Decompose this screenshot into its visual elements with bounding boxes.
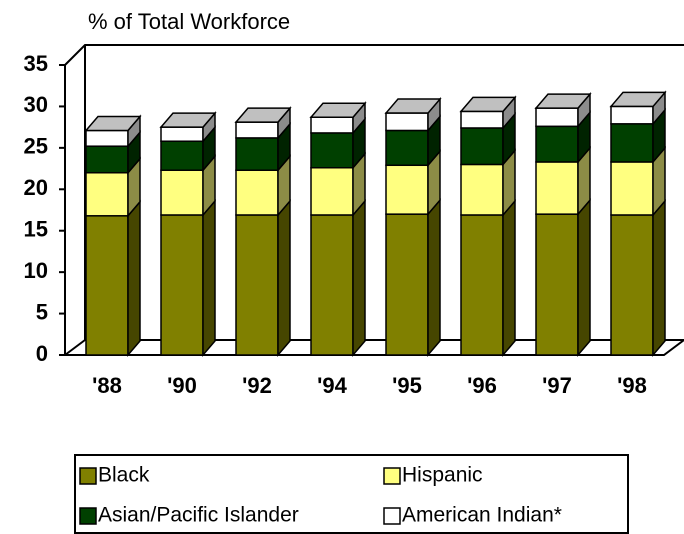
legend-swatch bbox=[383, 507, 401, 525]
legend-swatch bbox=[383, 467, 401, 485]
legend-label: Black bbox=[98, 464, 150, 487]
bar-segment bbox=[85, 129, 129, 147]
chart-title: % of Total Workforce bbox=[88, 9, 290, 34]
bar-side bbox=[202, 198, 216, 358]
bar-segment bbox=[160, 169, 204, 216]
bar-segment bbox=[310, 214, 354, 356]
bar-top bbox=[234, 107, 292, 123]
bar-top bbox=[459, 96, 517, 113]
x-tick-label: '92 bbox=[242, 373, 272, 398]
bar-segment bbox=[535, 161, 579, 215]
bar-segment bbox=[85, 145, 129, 174]
y-tick-label: 25 bbox=[24, 134, 48, 159]
bar-segment bbox=[310, 132, 354, 169]
floor-front bbox=[65, 339, 684, 356]
legend-label: American Indian* bbox=[402, 504, 562, 527]
bar-segment bbox=[385, 213, 429, 356]
x-tick-label: '90 bbox=[167, 373, 197, 398]
bar-top bbox=[384, 98, 442, 114]
x-tick-label: '98 bbox=[617, 373, 647, 398]
bar-segment bbox=[85, 215, 129, 356]
bar-top bbox=[159, 112, 217, 128]
bar-segment bbox=[235, 121, 279, 139]
y-tick-label: 15 bbox=[24, 217, 48, 242]
y-tick-label: 10 bbox=[24, 258, 48, 283]
bar-side bbox=[577, 198, 591, 358]
y-tick-label: 35 bbox=[24, 51, 48, 76]
bar-segment bbox=[160, 140, 204, 171]
bar-segment bbox=[310, 116, 354, 134]
bar-side bbox=[277, 198, 291, 358]
bar-segment bbox=[460, 127, 504, 166]
bar-segment bbox=[610, 214, 654, 356]
bar-segment bbox=[385, 112, 429, 132]
bar-side bbox=[352, 198, 366, 358]
bar-segment bbox=[460, 163, 504, 216]
legend-label: Hispanic bbox=[402, 464, 483, 487]
bar-top bbox=[84, 115, 142, 132]
bar-segment bbox=[610, 105, 654, 125]
x-tick-label: '94 bbox=[317, 373, 347, 398]
y-tick-label: 0 bbox=[36, 341, 48, 366]
bar-segment bbox=[460, 214, 504, 356]
bar-segment bbox=[535, 107, 579, 128]
bar-segment bbox=[160, 126, 204, 142]
legend-box bbox=[74, 454, 629, 534]
bar-segment bbox=[535, 125, 579, 163]
x-tick-label: '88 bbox=[92, 373, 122, 398]
floor-left bbox=[64, 339, 86, 356]
bar-segment bbox=[235, 137, 279, 171]
y-tick-label: 30 bbox=[24, 92, 48, 117]
bar-segment bbox=[310, 166, 354, 216]
bar-segment bbox=[460, 110, 504, 129]
back-wall bbox=[64, 44, 684, 66]
bar-side bbox=[652, 198, 666, 358]
bar-top bbox=[309, 102, 367, 118]
legend-swatch bbox=[79, 467, 97, 485]
bar-segment bbox=[385, 129, 429, 167]
legend-swatch bbox=[79, 507, 97, 525]
bar-top bbox=[534, 93, 592, 109]
bar-segment bbox=[235, 169, 279, 216]
bar-top bbox=[609, 91, 667, 108]
bar-segment bbox=[235, 214, 279, 356]
bar-segment bbox=[85, 171, 129, 217]
bar-segment bbox=[610, 123, 654, 163]
bar-segment bbox=[385, 164, 429, 215]
x-tick-label: '96 bbox=[467, 373, 497, 398]
bar-segment bbox=[160, 214, 204, 356]
bar-side bbox=[427, 198, 441, 358]
bar-segment bbox=[610, 161, 654, 216]
bar-side bbox=[502, 198, 516, 358]
y-tick-label: 5 bbox=[36, 299, 48, 324]
x-tick-label: '97 bbox=[542, 373, 572, 398]
bar-segment bbox=[535, 213, 579, 356]
legend-label: Asian/Pacific Islander bbox=[98, 504, 299, 527]
x-tick-label: '95 bbox=[392, 373, 422, 398]
bar-side bbox=[127, 199, 141, 358]
y-tick-label: 20 bbox=[24, 175, 48, 200]
